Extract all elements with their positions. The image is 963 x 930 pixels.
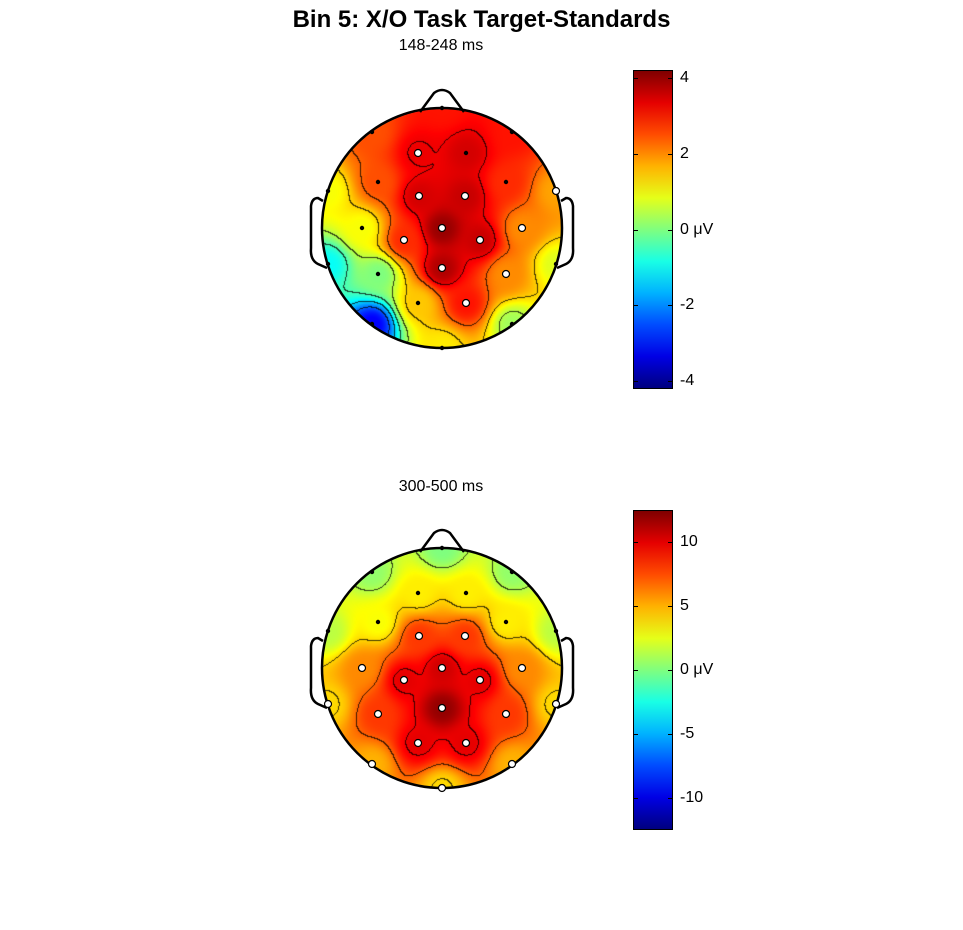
electrode-marker xyxy=(325,628,331,634)
colorbar-tick-mark xyxy=(668,229,673,231)
electrode-marker xyxy=(553,628,559,634)
figure-title: Bin 5: X/O Task Target-Standards xyxy=(292,6,671,33)
colorbar-tick-mark xyxy=(668,734,673,735)
electrode-marker-significant xyxy=(373,709,383,719)
colorbar-tick-mark xyxy=(633,77,638,79)
electrode-marker xyxy=(439,345,445,351)
electrode-marker-significant xyxy=(460,631,470,641)
left-ear xyxy=(309,636,328,710)
colorbar-tick-mark xyxy=(668,670,673,671)
electrode-marker-significant xyxy=(551,699,561,709)
colorbar-1 xyxy=(633,70,673,389)
colorbar-tick-mark xyxy=(668,77,673,79)
electrode-marker-significant xyxy=(437,263,447,273)
electrode-marker-significant xyxy=(460,191,470,201)
electrode-marker xyxy=(463,590,469,596)
electrode-marker-significant xyxy=(501,269,511,279)
colorbar-tick-mark xyxy=(633,542,638,543)
left-ear xyxy=(309,196,328,270)
colorbar-2 xyxy=(633,510,673,830)
right-ear xyxy=(556,196,575,270)
electrode-marker xyxy=(439,105,445,111)
colorbar-tick-mark xyxy=(668,542,673,543)
electrode-marker-significant xyxy=(461,738,471,748)
electrode-marker xyxy=(325,188,331,194)
electrode-marker xyxy=(375,179,381,185)
colorbar-tick-label: -2 xyxy=(680,296,695,314)
map-1-subtitle: 148-248 ms xyxy=(398,37,484,54)
electrode-marker-significant xyxy=(475,675,485,685)
electrode-marker-significant xyxy=(501,709,511,719)
right-ear xyxy=(556,636,575,710)
electrode-marker xyxy=(325,261,331,267)
colorbar-tick-label: 2 xyxy=(680,144,689,162)
electrode-marker xyxy=(375,271,381,277)
electrode-marker xyxy=(369,321,375,327)
colorbar-tick-mark xyxy=(668,381,673,383)
scalp-map-1 xyxy=(292,78,592,378)
colorbar-tick-label: 5 xyxy=(680,597,689,614)
scalp-map-2 xyxy=(292,518,592,818)
colorbar-tick-mark xyxy=(633,229,638,231)
electrode-marker xyxy=(503,619,509,625)
colorbar-tick-mark xyxy=(633,606,638,607)
electrode-marker-significant xyxy=(357,663,367,673)
electrode-marker-significant xyxy=(475,235,485,245)
electrode-marker-significant xyxy=(437,703,447,713)
electrode-marker-significant xyxy=(551,186,561,196)
electrode-marker xyxy=(439,545,445,551)
colorbar-tick-mark xyxy=(633,305,638,307)
electrode-marker-significant xyxy=(437,783,447,793)
electrode-marker xyxy=(463,150,469,156)
electrode-marker-significant xyxy=(507,759,517,769)
nose xyxy=(418,88,466,113)
electrode-marker xyxy=(359,225,365,231)
electrode-marker xyxy=(509,569,515,575)
electrode-marker xyxy=(415,590,421,596)
colorbar-tick-label: 4 xyxy=(680,68,689,86)
colorbar-tick-label: -4 xyxy=(680,372,695,390)
colorbar-tick-label: -5 xyxy=(680,725,695,742)
map-2-subtitle: 300-500 ms xyxy=(398,478,484,495)
electrode-marker-significant xyxy=(517,663,527,673)
electrode-marker-significant xyxy=(367,759,377,769)
electrode-marker-significant xyxy=(517,223,527,233)
electrode-marker-significant xyxy=(413,148,423,158)
colorbar-tick-mark xyxy=(633,798,638,799)
electrode-marker xyxy=(503,179,509,185)
electrode-marker-significant xyxy=(399,235,409,245)
electrode-marker-significant xyxy=(437,223,447,233)
electrode-marker-significant xyxy=(413,738,423,748)
electrode-marker-significant xyxy=(461,298,471,308)
electrode-marker xyxy=(375,619,381,625)
colorbar-tick-mark xyxy=(668,153,673,155)
electrode-marker-significant xyxy=(399,675,409,685)
colorbar-tick-mark xyxy=(633,153,638,155)
electrode-marker-significant xyxy=(323,699,333,709)
electrode-marker xyxy=(509,129,515,135)
colorbar-tick-label: 0 μV xyxy=(680,661,714,678)
electrode-marker-significant xyxy=(414,191,424,201)
nose xyxy=(418,528,466,553)
electrode-marker xyxy=(509,321,515,327)
electrode-marker xyxy=(369,129,375,135)
colorbar-tick-label: 10 xyxy=(680,533,698,550)
colorbar-tick-mark xyxy=(668,798,673,799)
colorbar-tick-label: 0 μV xyxy=(680,220,714,238)
electrode-marker xyxy=(369,569,375,575)
electrode-marker xyxy=(553,261,559,267)
colorbar-tick-mark xyxy=(633,734,638,735)
colorbar-tick-mark xyxy=(668,606,673,607)
colorbar-tick-label: -10 xyxy=(680,789,704,806)
colorbar-tick-mark xyxy=(668,305,673,307)
colorbar-tick-mark xyxy=(633,381,638,383)
electrode-marker xyxy=(415,300,421,306)
colorbar-tick-mark xyxy=(633,670,638,671)
electrode-marker-significant xyxy=(437,663,447,673)
electrode-marker-significant xyxy=(414,631,424,641)
